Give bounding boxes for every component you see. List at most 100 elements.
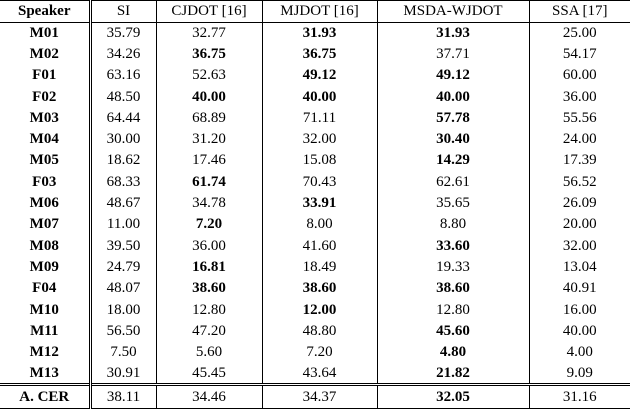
value-cell: 68.89 (155, 107, 262, 129)
value-cell: 60.00 (528, 65, 630, 87)
value-cell: 8.00 (261, 214, 377, 236)
table-row: M12 7.50 5.60 7.20 4.80 4.00 (0, 341, 630, 364)
table-row: F04 48.07 38.60 38.60 38.60 40.91 (0, 278, 630, 300)
table-row: M01 35.79 32.77 31.93 31.93 25.00 (0, 22, 630, 44)
value-cell: 32.00 (261, 128, 377, 151)
value-cell: 38.11 (89, 384, 156, 409)
value-cell: 7.20 (155, 214, 262, 236)
speaker-cell: M08 (0, 235, 92, 257)
speaker-cell: M13 (0, 363, 92, 385)
table-body: M01 35.79 32.77 31.93 31.93 25.00 M02 34.26 36.7… (0, 22, 630, 385)
value-cell: 21.82 (376, 363, 529, 385)
value-cell: 40.00 (528, 320, 630, 342)
value-cell: 32.00 (528, 235, 630, 257)
column-header: MJDOT [16] (261, 0, 377, 23)
value-cell: 45.45 (155, 363, 262, 385)
value-cell: 57.78 (376, 107, 529, 129)
value-cell: 47.20 (155, 320, 262, 342)
table-row: F01 63.16 52.63 49.12 49.12 60.00 (0, 65, 630, 87)
value-cell: 55.56 (528, 107, 630, 129)
speaker-cell: M03 (0, 107, 92, 129)
value-cell: 40.00 (261, 86, 377, 108)
speaker-cell: M01 (0, 22, 92, 44)
value-cell: 18.62 (89, 150, 156, 172)
value-cell: 36.00 (155, 235, 262, 257)
table-row: F03 68.33 61.74 70.43 62.61 56.52 (0, 171, 630, 193)
value-cell: 52.63 (155, 65, 262, 87)
table-row: M03 64.44 68.89 71.11 57.78 55.56 (0, 107, 630, 129)
speaker-cell: M07 (0, 214, 92, 236)
value-cell: 34.26 (89, 43, 156, 66)
table-row: M08 39.50 36.00 41.60 33.60 32.00 (0, 235, 630, 257)
value-cell: 33.60 (376, 235, 529, 257)
speaker-cell: M11 (0, 320, 92, 342)
value-cell: 7.50 (89, 341, 156, 364)
value-cell: 25.00 (528, 22, 630, 44)
value-cell: 36.00 (528, 86, 630, 108)
table-row: M11 56.50 47.20 48.80 45.60 40.00 (0, 320, 630, 342)
value-cell: 38.60 (155, 278, 262, 300)
value-cell: 5.60 (155, 341, 262, 364)
value-cell: 20.00 (528, 214, 630, 236)
table-header: Speaker SI CJDOT [16] MJDOT [16] MSDA-WJDOT S… (0, 0, 630, 23)
value-cell: 18.00 (89, 299, 156, 321)
value-cell: 33.91 (261, 192, 377, 215)
header-row: Speaker SI CJDOT [16] MJDOT [16] MSDA-WJDOT S… (0, 0, 630, 23)
value-cell: 16.81 (155, 256, 262, 279)
value-cell: 4.00 (528, 341, 630, 364)
table-row: A. CER 38.11 34.46 34.37 32.05 31.16 (0, 384, 630, 409)
value-cell: 54.17 (528, 43, 630, 66)
speaker-cell: M02 (0, 43, 92, 66)
speaker-cell: F03 (0, 171, 92, 193)
value-cell: 34.78 (155, 192, 262, 215)
value-cell: 40.00 (155, 86, 262, 108)
speaker-cell: A. CER (0, 384, 92, 409)
value-cell: 12.80 (155, 299, 262, 321)
value-cell: 63.16 (89, 65, 156, 87)
value-cell: 38.60 (261, 278, 377, 300)
value-cell: 11.00 (89, 214, 156, 236)
value-cell: 64.44 (89, 107, 156, 129)
table-row: M10 18.00 12.80 12.00 12.80 16.00 (0, 299, 630, 321)
table-row: F02 48.50 40.00 40.00 40.00 36.00 (0, 86, 630, 108)
table-footer: A. CER 38.11 34.46 34.37 32.05 31.16 (0, 384, 630, 409)
speaker-cell: F01 (0, 65, 92, 87)
value-cell: 24.79 (89, 256, 156, 279)
value-cell: 19.33 (376, 256, 529, 279)
value-cell: 41.60 (261, 235, 377, 257)
value-cell: 36.75 (261, 43, 377, 66)
value-cell: 48.80 (261, 320, 377, 342)
speaker-cell: M10 (0, 299, 92, 321)
speaker-cell: M09 (0, 256, 92, 279)
value-cell: 31.20 (155, 128, 262, 151)
value-cell: 71.11 (261, 107, 377, 129)
column-header: MSDA-WJDOT (376, 0, 529, 23)
value-cell: 38.60 (376, 278, 529, 300)
value-cell: 16.00 (528, 299, 630, 321)
value-cell: 34.37 (261, 384, 377, 409)
value-cell: 68.33 (89, 171, 156, 193)
value-cell: 7.20 (261, 341, 377, 364)
value-cell: 40.91 (528, 278, 630, 300)
value-cell: 14.29 (376, 150, 529, 172)
speaker-cell: F04 (0, 278, 92, 300)
value-cell: 4.80 (376, 341, 529, 364)
table-row: M04 30.00 31.20 32.00 30.40 24.00 (0, 128, 630, 151)
value-cell: 45.60 (376, 320, 529, 342)
speaker-cell: M04 (0, 128, 92, 151)
column-header: CJDOT [16] (155, 0, 262, 23)
column-header: SSA [17] (528, 0, 630, 23)
value-cell: 17.46 (155, 150, 262, 172)
value-cell: 26.09 (528, 192, 630, 215)
value-cell: 24.00 (528, 128, 630, 151)
value-cell: 32.05 (376, 384, 529, 409)
value-cell: 61.74 (155, 171, 262, 193)
speaker-cell: M12 (0, 341, 92, 364)
value-cell: 48.50 (89, 86, 156, 108)
table-row: M09 24.79 16.81 18.49 19.33 13.04 (0, 256, 630, 279)
table-row: M05 18.62 17.46 15.08 14.29 17.39 (0, 150, 630, 172)
value-cell: 30.00 (89, 128, 156, 151)
value-cell: 56.50 (89, 320, 156, 342)
table-row: M06 48.67 34.78 33.91 35.65 26.09 (0, 192, 630, 215)
